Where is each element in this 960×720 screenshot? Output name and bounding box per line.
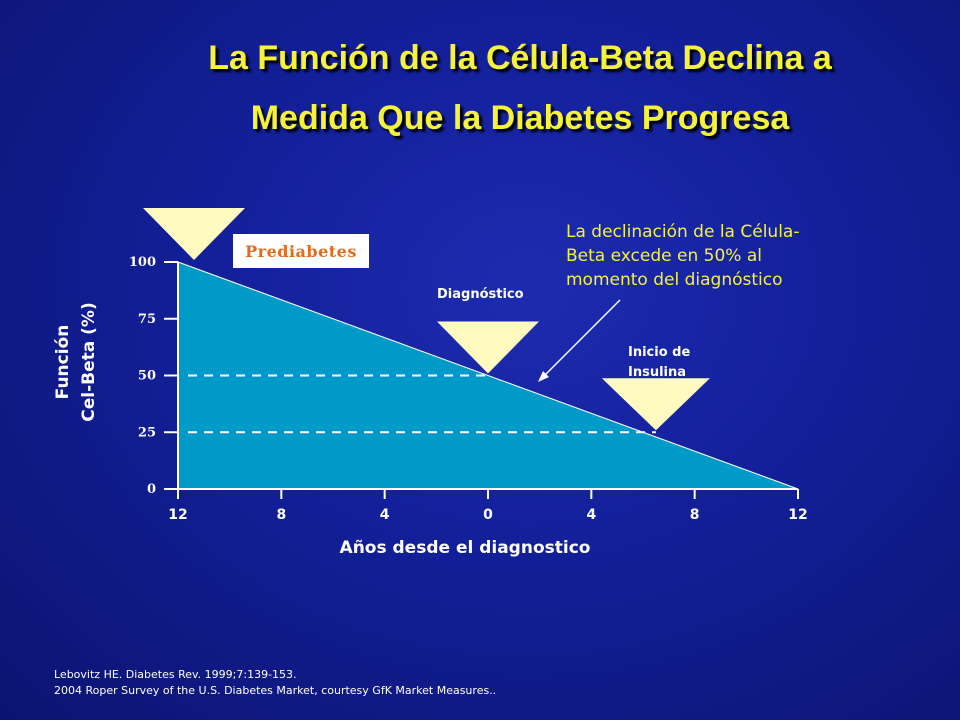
x-tick-label-2: 4 bbox=[380, 507, 390, 523]
y-tick-label-75: 75 bbox=[138, 312, 156, 327]
title-line-2: Medida Que la Diabetes Progresa bbox=[250, 99, 790, 137]
prediabetes-text: Prediabetes bbox=[245, 241, 357, 261]
prediabetes-label: Prediabetes bbox=[233, 234, 369, 268]
y-axis-title-line2: Cel-Beta (%) bbox=[79, 302, 99, 421]
annotation-text: La declinación de la Célula- Beta excede… bbox=[566, 220, 876, 292]
annotation-arrowhead bbox=[538, 371, 549, 382]
title-line-1: La Función de la Célula-Beta Declina a bbox=[208, 39, 832, 77]
annotation-line-2: Beta excede en 50% al bbox=[566, 246, 762, 266]
marker-triangle-1 bbox=[437, 321, 539, 374]
reference-2: 2004 Roper Survey of the U.S. Diabetes M… bbox=[54, 684, 497, 697]
y-tick-label-0: 0 bbox=[147, 482, 156, 497]
annotation-line-1: La declinación de la Célula- bbox=[566, 222, 800, 242]
x-tick-label-3: 0 bbox=[483, 507, 493, 523]
y-tick-label-50: 50 bbox=[138, 369, 156, 384]
x-tick-label-4: 4 bbox=[586, 507, 596, 523]
insulin-label-line1: Inicio de bbox=[628, 345, 690, 360]
y-axis-title-line1: Función bbox=[53, 325, 73, 400]
diagnosis-label: Diagnóstico bbox=[437, 287, 524, 302]
x-axis-title: Años desde el diagnostico bbox=[340, 538, 591, 558]
annotation-line-3: momento del diagnóstico bbox=[566, 270, 783, 290]
references: Lebovitz HE. Diabetes Rev. 1999;7:139-15… bbox=[54, 667, 496, 699]
x-tick-label-0: 12 bbox=[168, 507, 187, 523]
x-tick-label-5: 8 bbox=[690, 507, 700, 523]
y-tick-label-25: 25 bbox=[138, 425, 156, 440]
annotation-arrow bbox=[541, 299, 621, 379]
x-tick-label-1: 8 bbox=[276, 507, 286, 523]
marker-triangle-2 bbox=[601, 378, 710, 431]
x-tick-label-6: 12 bbox=[788, 507, 807, 523]
marker-triangle-0 bbox=[143, 208, 245, 260]
insulin-label-line2: Insulina bbox=[628, 365, 686, 380]
slide-title: La Función de la Célula-Beta Declina a M… bbox=[130, 28, 910, 148]
y-tick-label-100: 100 bbox=[129, 255, 156, 270]
reference-1: Lebovitz HE. Diabetes Rev. 1999;7:139-15… bbox=[54, 668, 297, 681]
